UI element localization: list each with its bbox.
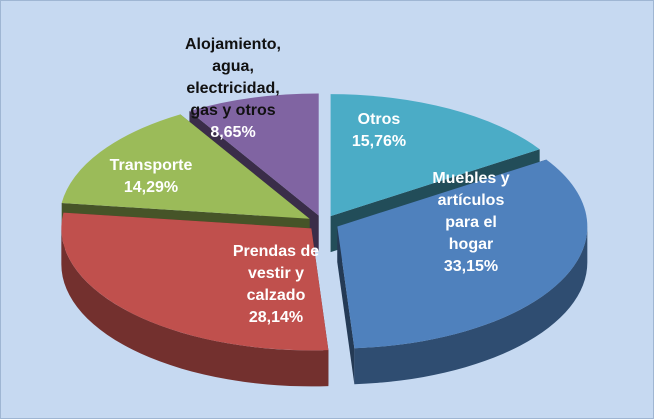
- slice-top: [61, 212, 329, 351]
- slice-top: [61, 114, 310, 219]
- slice-label: Otros 15,76%: [324, 109, 434, 153]
- slice-label: Prendas de vestir y calzado 28,14%: [219, 241, 334, 329]
- category-label: Alojamiento, agua, electricidad, gas y o…: [184, 36, 281, 119]
- category-label: Prendas de vestir y calzado: [232, 243, 320, 304]
- pie-slice: [61, 212, 329, 387]
- slice-label: Alojamiento, agua, electricidad, gas y o…: [176, 34, 291, 144]
- category-label: Muebles y artículos para el hogar: [432, 170, 510, 253]
- value-label: 33,15%: [443, 258, 499, 275]
- slice-side: [337, 226, 355, 385]
- value-label: 14,29%: [123, 179, 179, 196]
- category-label: Otros: [357, 111, 401, 128]
- slice-top: [189, 93, 319, 216]
- slice-wall: [61, 228, 329, 387]
- value-label: 28,14%: [248, 309, 304, 326]
- slice-top: [337, 159, 588, 349]
- category-label: Transporte: [109, 157, 193, 174]
- value-label: 8,65%: [210, 124, 256, 141]
- slice-wall: [354, 226, 588, 385]
- value-label: 15,76%: [351, 133, 407, 150]
- slice-top: [330, 94, 540, 217]
- slice-label: Transporte 14,29%: [91, 155, 211, 199]
- slice-label: Muebles y artículos para el hogar 33,15%: [421, 168, 521, 278]
- pie-slice: [337, 159, 588, 385]
